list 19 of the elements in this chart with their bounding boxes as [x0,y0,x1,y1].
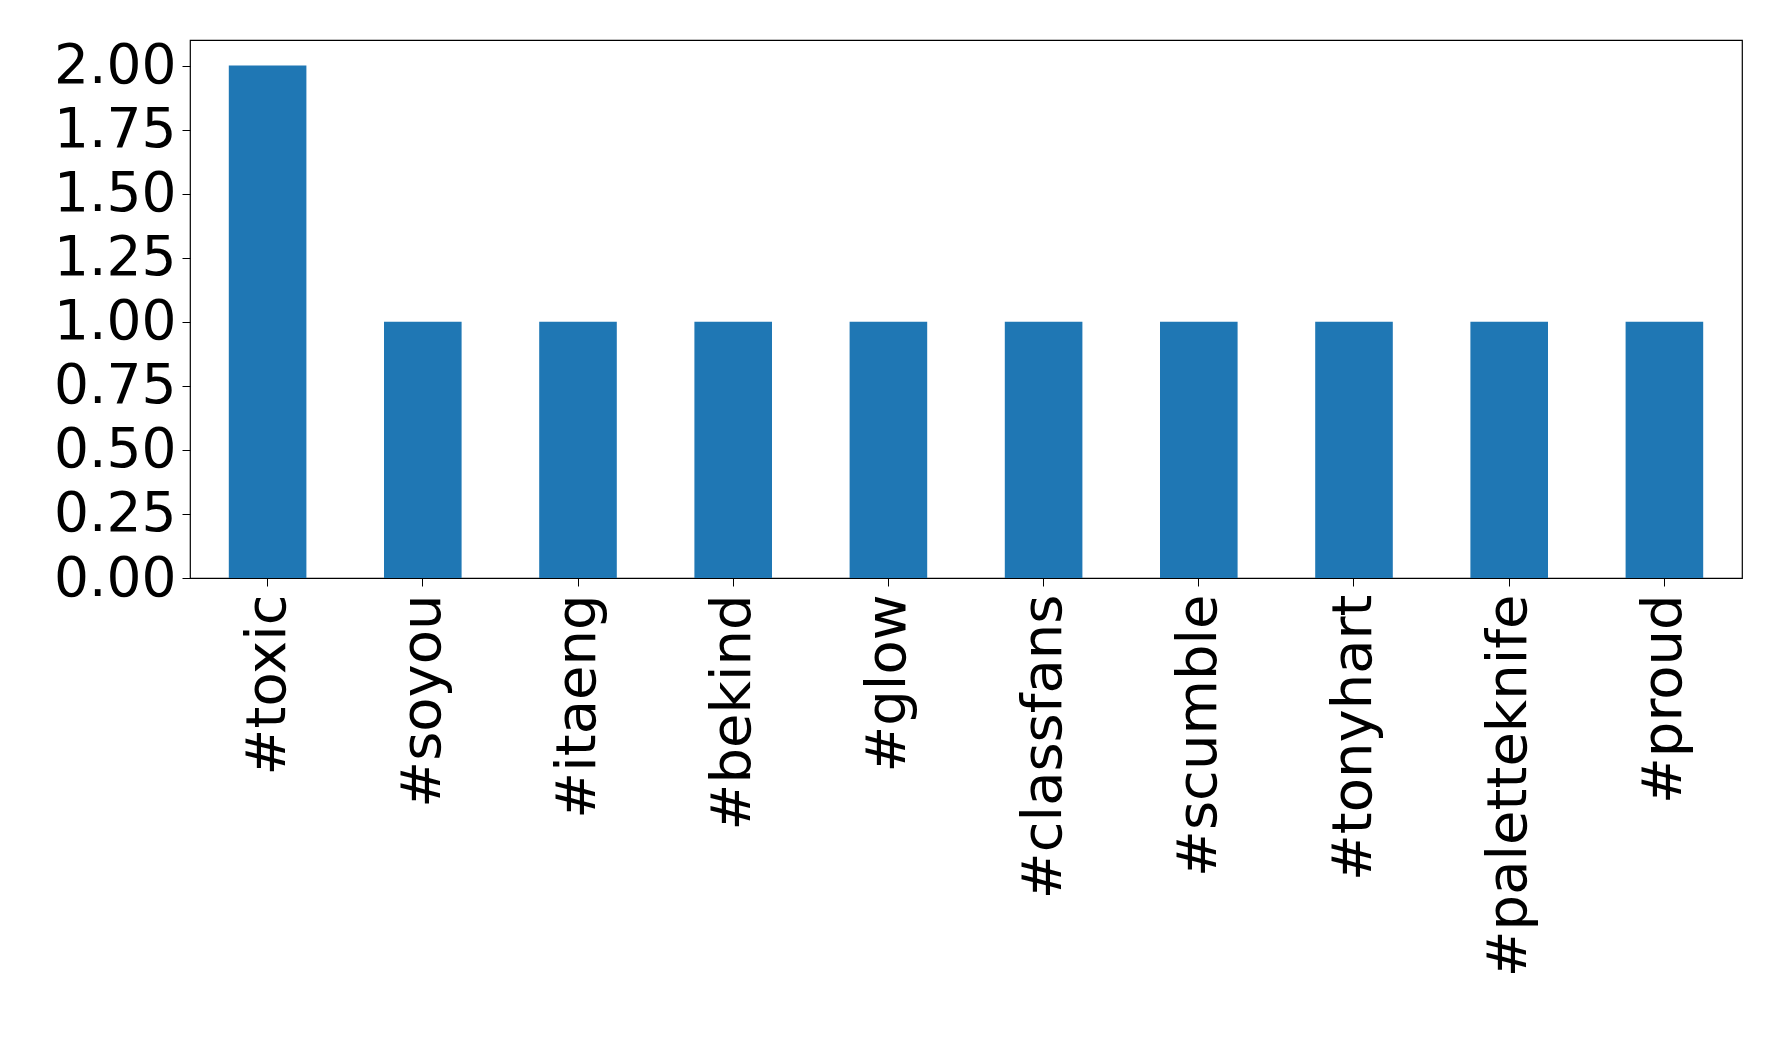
x-tick-label: #scumble [1163,594,1229,877]
x-tick-label: #glow [853,594,919,773]
y-tick-label: 0.25 [54,480,177,545]
x-tick-label: #tonyhart [1319,594,1384,882]
y-tick-label: 0.50 [54,416,177,481]
x-tick-label: #proud [1629,594,1695,805]
y-tick-label: 1.25 [54,224,177,289]
x-tick-label: #bekind [698,594,764,831]
x-tick-label: #itaeng [543,594,608,819]
x-tick-label: #paletteknife [1474,594,1540,978]
x-tick-label: #toxic [232,594,298,776]
x-tick-label: #soyou [387,594,453,808]
y-tick-label: 1.50 [54,160,177,225]
y-tick-label: 1.75 [54,96,177,161]
x-tick-label: #classfans [1008,594,1074,900]
y-tick-label: 0.00 [54,544,177,609]
y-tick-label: 0.75 [54,352,177,417]
y-tick-label: 2.00 [54,32,177,97]
y-tick-label: 1.00 [54,288,177,353]
